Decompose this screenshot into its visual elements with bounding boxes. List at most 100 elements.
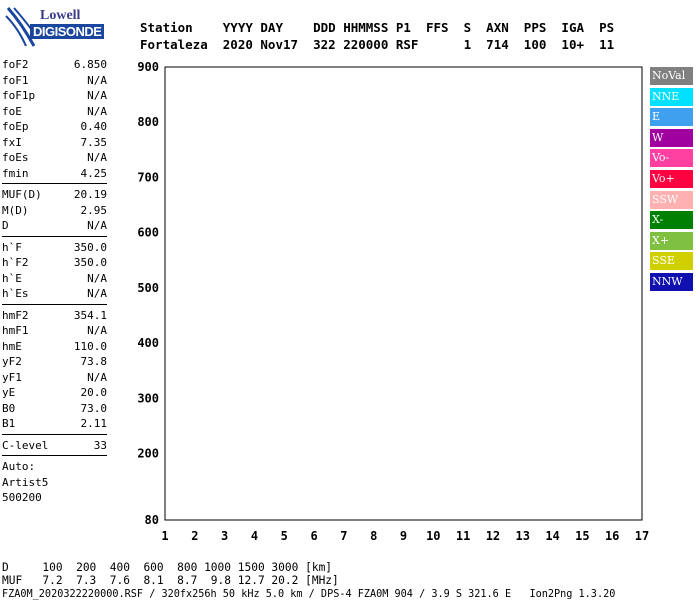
param-value: 350.0 — [73, 240, 107, 254]
param-row: C-level 33 — [2, 438, 107, 454]
param-value: N/A — [87, 287, 107, 300]
y-tick-label: 900 — [137, 60, 159, 74]
logo-line2: DIGISONDE — [30, 24, 105, 39]
param-value: 6.850 — [73, 58, 107, 71]
param-row: yF1 N/A — [2, 370, 107, 386]
param-name: C-level — [2, 438, 49, 452]
param-name: foEs — [2, 151, 29, 164]
param-name: B0 — [2, 401, 16, 415]
param-row: MUF(D) 20.19 — [2, 187, 107, 203]
x-tick-label: 14 — [545, 529, 559, 543]
param-name: D — [2, 219, 9, 232]
x-tick-label: 13 — [516, 529, 530, 543]
x-tick-label: 12 — [486, 529, 500, 543]
logo-line1: Lowell — [40, 8, 81, 23]
param-value: 4.25 — [80, 166, 108, 180]
param-row: foEs N/A — [2, 150, 107, 166]
param-row: hmE 110.0 — [2, 339, 107, 355]
plot-frame — [164, 66, 643, 521]
param-row: h`Es N/A — [2, 286, 107, 302]
param-value: N/A — [87, 219, 107, 232]
y-tick-label: 500 — [137, 281, 159, 295]
legend-item: NNE — [650, 87, 693, 106]
header-line2: Fortaleza 2020 Nov17 322 220000 RSF 1 71… — [140, 37, 615, 52]
param-row: h`F 350.0 — [2, 240, 107, 256]
auto-version: 500200 — [2, 491, 42, 504]
param-row: foF1 N/A — [2, 73, 107, 89]
param-group-profile: hmF2 354.1 hmF1 N/A hmE 110.0 yF2 73.8 yF1 N/A yE 2… — [2, 308, 107, 432]
chart-axes: 1 2 3 4 5 6 7 8 9 10 11 12 13 14 15 16 17802003004005006… — [137, 60, 649, 543]
param-name: yF1 — [2, 370, 22, 384]
y-tick-label: 800 — [137, 115, 159, 129]
legend-item: NNW — [650, 272, 693, 291]
param-name: fxI — [2, 135, 22, 149]
param-value: 350.0 — [73, 256, 107, 269]
param-name: M(D) — [2, 203, 29, 217]
legend-item: X- — [650, 211, 693, 230]
param-name: B1 — [2, 417, 16, 430]
param-value: 354.1 — [73, 308, 107, 322]
param-value: N/A — [87, 73, 107, 87]
param-name: fmin — [2, 166, 29, 180]
param-name: foE — [2, 104, 22, 118]
param-name: h`F2 — [2, 256, 29, 269]
param-row: h`F2 350.0 — [2, 255, 107, 271]
param-name: hmF1 — [2, 324, 29, 337]
muf-row: MUF 7.2 7.3 7.6 8.1 8.7 9.8 12.7 20.2 [M… — [2, 574, 339, 587]
x-tick-label: 16 — [605, 529, 619, 543]
param-group-critical-freqs: foF2 6.850 foF1 N/A foF1p N/A foE N/A foEp 0.40 fx… — [2, 57, 107, 181]
divider — [2, 303, 107, 305]
param-group-muf: MUF(D) 20.19 M(D) 2.95 D N/A — [2, 187, 107, 234]
x-tick-label: 17 — [635, 529, 649, 543]
divider — [2, 183, 107, 184]
x-tick-label: 9 — [400, 529, 407, 543]
y-tick-label: 200 — [137, 447, 159, 461]
x-tick-label: 10 — [426, 529, 440, 543]
param-value: N/A — [87, 151, 107, 164]
divider — [2, 235, 107, 237]
parameter-panel: foF2 6.850 foF1 N/A foF1p N/A foE N/A foEp 0.40 fx… — [2, 57, 107, 506]
param-name: yF2 — [2, 355, 22, 368]
param-row: yF2 73.8 — [2, 354, 107, 370]
x-tick-label: 1 — [161, 529, 168, 543]
y-tick-label: 700 — [137, 170, 159, 184]
x-tick-label: 6 — [310, 529, 317, 543]
divider — [2, 455, 107, 456]
param-value: 20.19 — [73, 188, 107, 201]
param-value: 2.11 — [80, 417, 108, 430]
param-name: foF1p — [2, 89, 36, 102]
param-row: fmin 4.25 — [2, 166, 107, 182]
distance-row: D 100 200 400 600 800 1000 1500 3000 [km… — [2, 561, 333, 574]
param-row: B0 73.0 — [2, 401, 107, 417]
param-row: B1 2.11 — [2, 416, 107, 432]
legend-item: SSE — [650, 252, 693, 271]
param-row: fxI 7.35 — [2, 135, 107, 151]
legend-item: SSW — [650, 190, 693, 209]
param-value: 73.8 — [80, 355, 108, 368]
param-name: h`Es — [2, 287, 29, 300]
legend-item: NoVal — [650, 67, 693, 85]
x-tick-label: 3 — [221, 529, 228, 543]
param-row: foEp 0.40 — [2, 119, 107, 135]
param-name: foEp — [2, 120, 29, 133]
param-value: 7.35 — [80, 135, 108, 149]
x-tick-label: 8 — [370, 529, 377, 543]
y-tick-label: 80 — [145, 513, 159, 527]
param-row: foF2 6.850 — [2, 57, 107, 73]
param-row: D N/A — [2, 218, 107, 234]
x-tick-label: 2 — [191, 529, 198, 543]
x-tick-label: 15 — [575, 529, 589, 543]
legend-item: Vo- — [650, 149, 693, 168]
legend-item: W — [650, 128, 693, 147]
y-tick-label: 600 — [137, 226, 159, 240]
x-tick-label: 5 — [281, 529, 288, 543]
param-name: yE — [2, 386, 16, 399]
param-value: 0.40 — [80, 120, 108, 133]
lowell-digisonde-logo: Lowell DIGISONDE — [4, 6, 126, 50]
x-tick-label: 11 — [456, 529, 470, 543]
param-row: M(D) 2.95 — [2, 203, 107, 219]
legend-item: E — [650, 108, 693, 127]
y-tick-label: 300 — [137, 391, 159, 405]
param-value: 2.95 — [80, 203, 108, 217]
